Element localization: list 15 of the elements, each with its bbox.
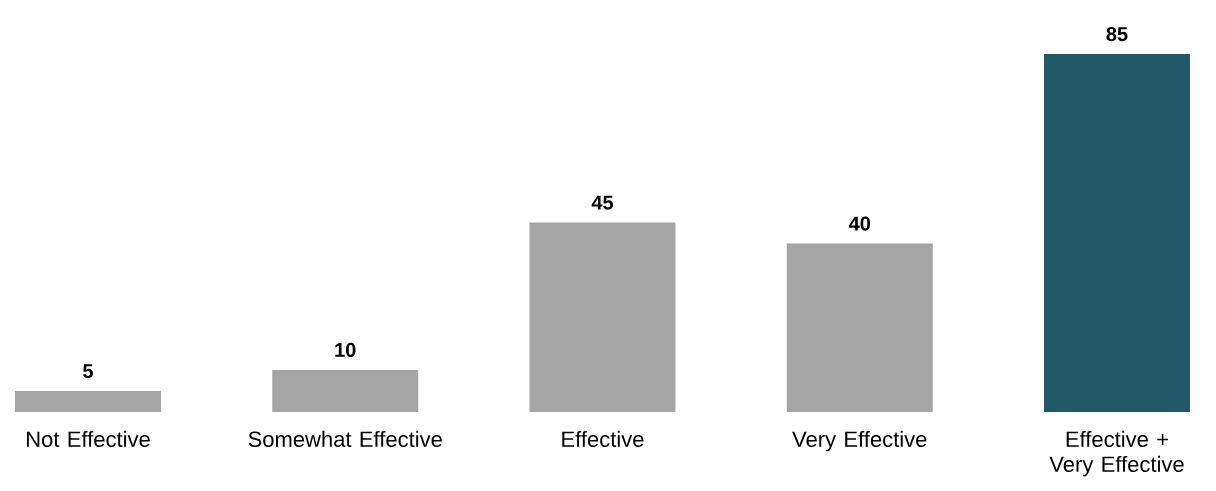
data-label: 5 xyxy=(83,364,93,379)
data-label: 85 xyxy=(1106,26,1128,42)
x-tick-label: Not Effective xyxy=(27,430,150,448)
data-label: 45 xyxy=(591,195,614,210)
data-label: 40 xyxy=(848,216,871,231)
x-tick-label: Effective + Very Effective xyxy=(1049,430,1184,477)
data-label: 10 xyxy=(335,342,356,358)
bar xyxy=(1043,54,1190,412)
bar xyxy=(14,390,161,412)
x-tick-label: Very Effective xyxy=(792,430,927,452)
bar xyxy=(529,222,676,412)
bar xyxy=(786,243,933,412)
x-tick-label: Effective xyxy=(562,430,644,448)
bar xyxy=(272,369,419,412)
x-tick-label: Somewhat Effective xyxy=(248,430,442,448)
